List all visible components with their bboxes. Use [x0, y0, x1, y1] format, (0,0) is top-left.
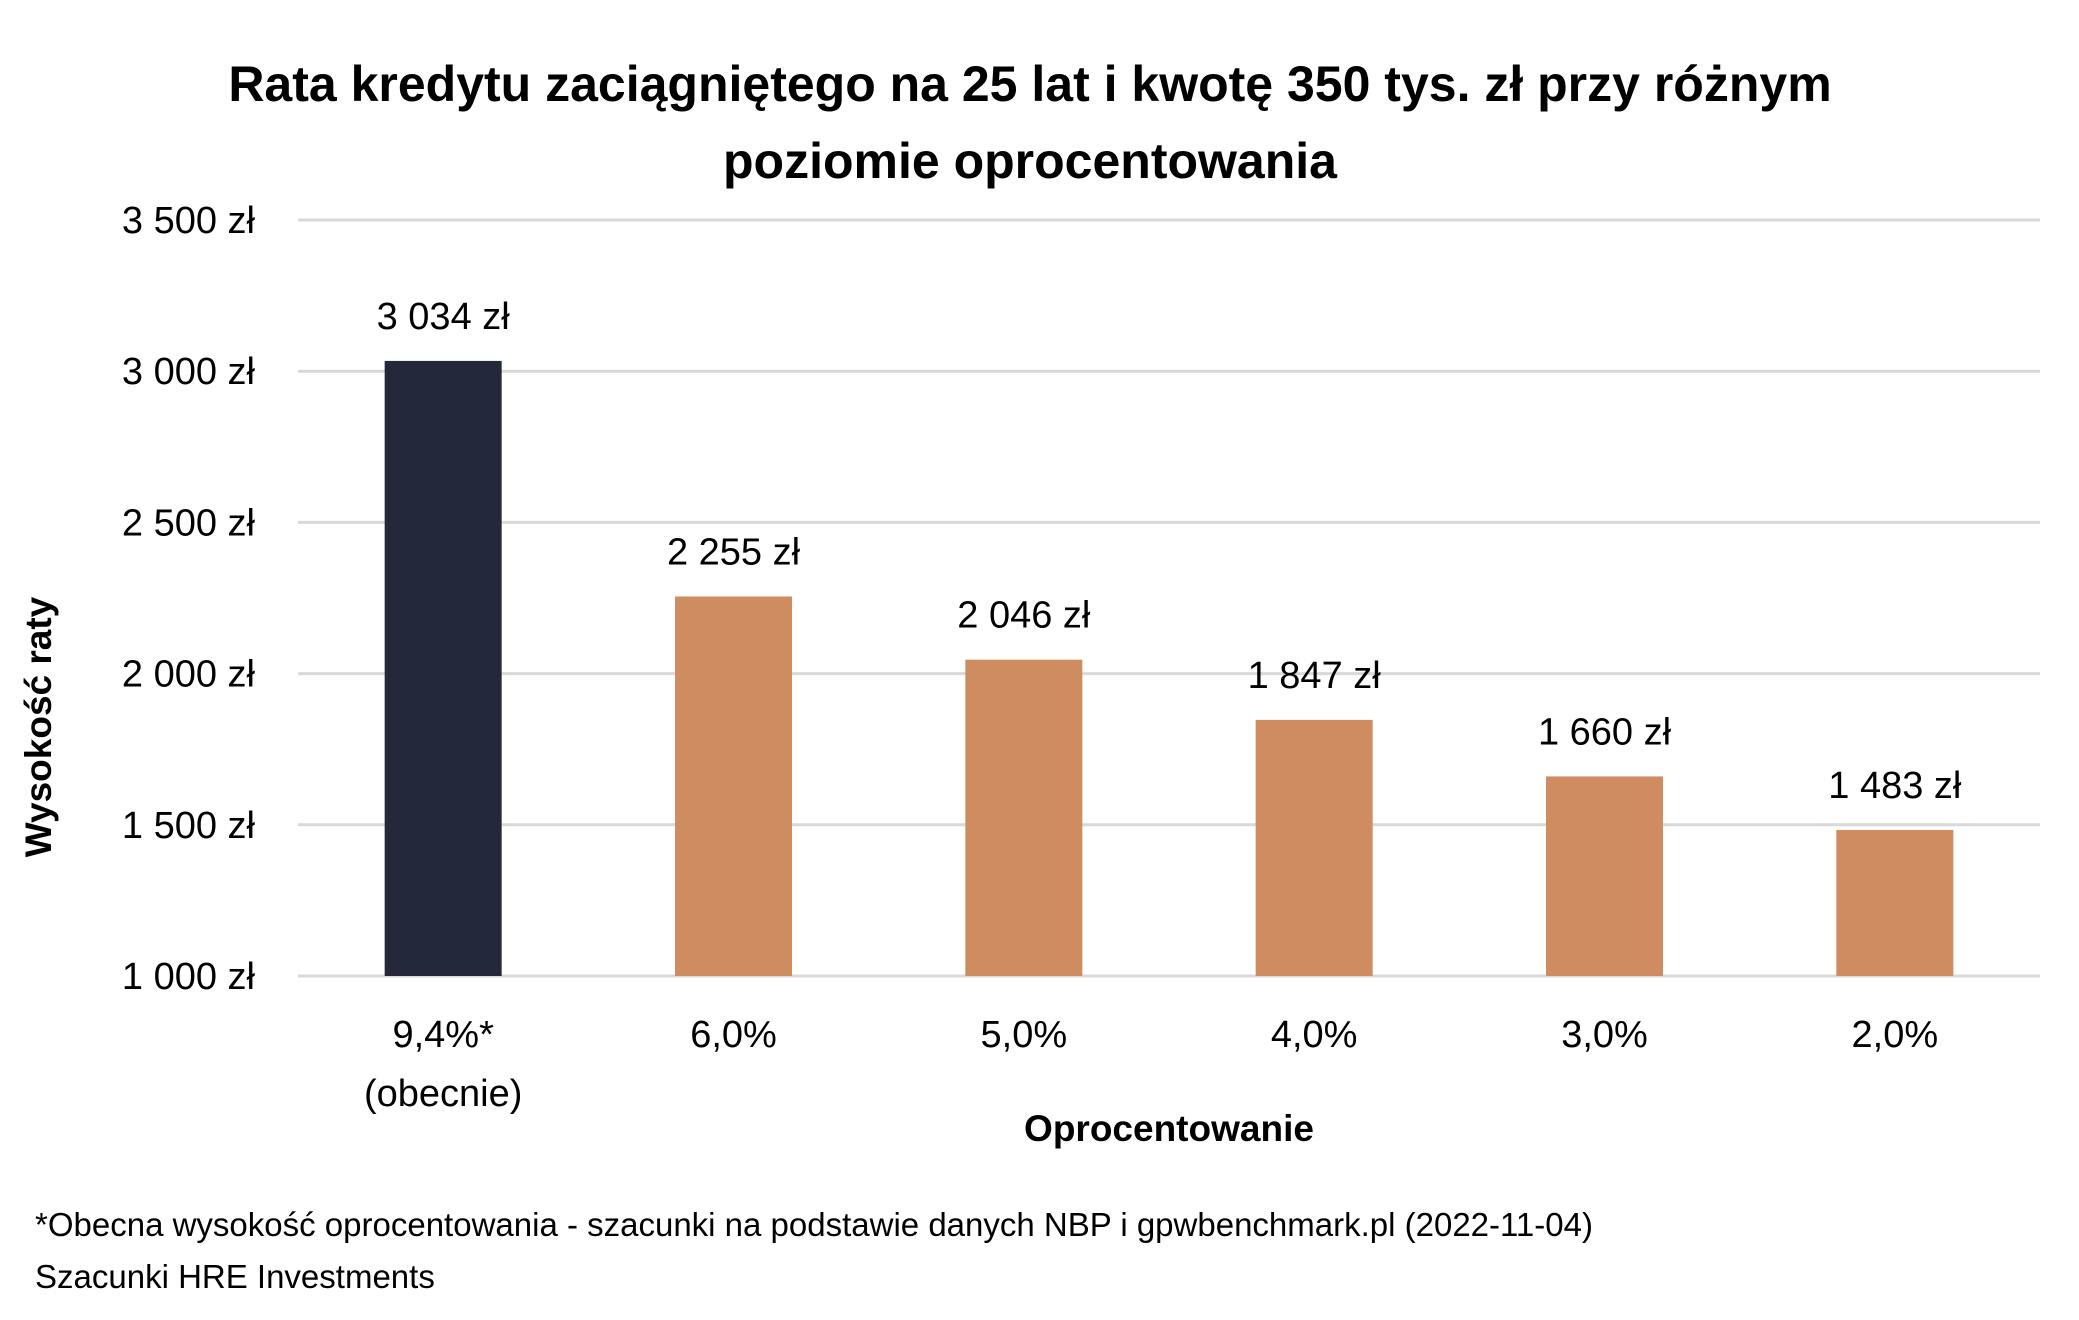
x-tick-label: 2,0% [1852, 1014, 1939, 1056]
bar [384, 360, 502, 976]
y-axis-title: Wysokość raty [18, 596, 59, 857]
x-axis-title: Oprocentowanie [1024, 1108, 1314, 1149]
data-label: 3 034 zł [377, 296, 511, 338]
x-axis-ticks: 9,4%* (obecnie) 6,0% 5,0% 4,0% 3,0% 2,0% [364, 1014, 1938, 1115]
bars [384, 360, 1954, 976]
y-tick-label: 2 500 zł [122, 502, 256, 544]
data-label: 1 483 zł [1828, 765, 1962, 807]
x-tick-label: 9,4%* [392, 1014, 494, 1056]
x-tick-label: 6,0% [690, 1014, 777, 1056]
x-tick-label: 4,0% [1271, 1014, 1358, 1056]
gridlines [298, 218, 2040, 978]
y-tick-label: 1 000 zł [122, 956, 256, 998]
y-tick-label: 3 000 zł [122, 351, 256, 393]
bar [1255, 719, 1373, 976]
data-label: 2 255 zł [667, 531, 801, 573]
y-tick-label: 3 500 zł [122, 200, 256, 242]
footnote-author: Szacunki HRE Investments [35, 1258, 435, 1295]
y-axis-ticks: 1 000 zł 1 500 zł 2 000 zł 2 500 zł 3 000 zł… [122, 200, 256, 998]
data-label: 1 660 zł [1538, 711, 1672, 753]
footnote-source: *Obecna wysokość oprocentowania - szacun… [35, 1206, 1593, 1243]
bar [1546, 776, 1663, 976]
y-tick-label: 2 000 zł [122, 654, 256, 696]
x-tick-label: 5,0% [981, 1014, 1068, 1056]
bar [675, 596, 792, 976]
bar [1836, 829, 1954, 976]
x-tick-label: 3,0% [1561, 1014, 1648, 1056]
bar [965, 659, 1083, 976]
x-tick-label: (obecnie) [364, 1073, 522, 1115]
chart-title-line-2: poziomie oprocentowania [723, 133, 1338, 189]
data-label: 1 847 zł [1248, 655, 1382, 697]
data-label: 2 046 zł [957, 595, 1091, 637]
data-labels: 3 034 zł 2 255 zł 2 046 zł 1 847 zł 1 660 zł… [377, 296, 1962, 807]
y-tick-label: 1 500 zł [122, 805, 256, 847]
chart-title-line-1: Rata kredytu zaciągniętego na 25 lat i k… [228, 56, 1831, 112]
